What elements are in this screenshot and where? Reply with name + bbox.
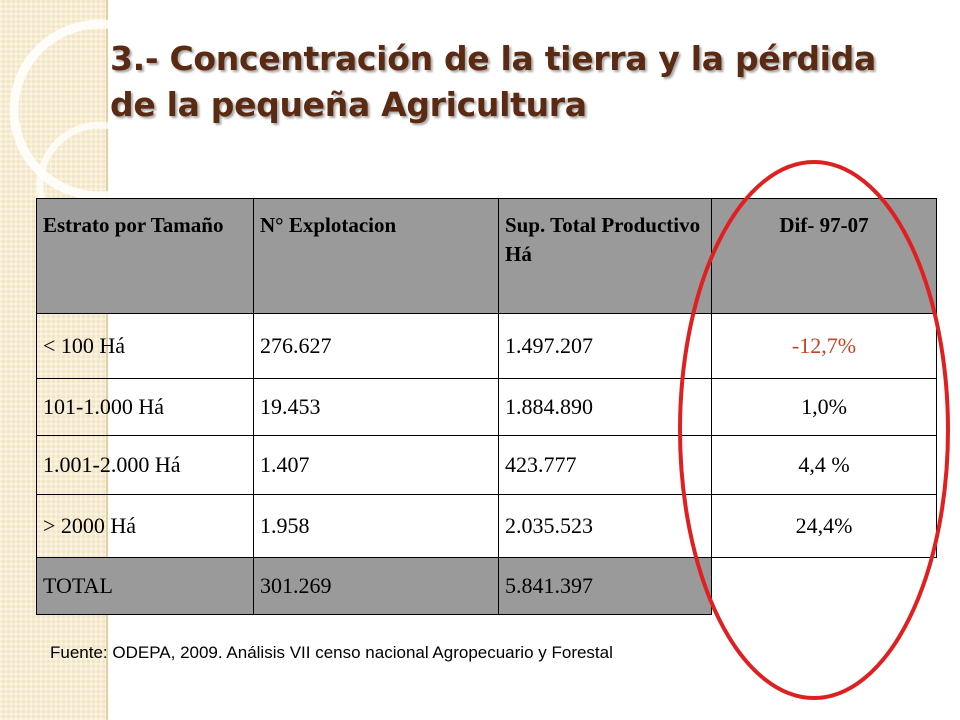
- land-concentration-table: Estrato por Tamaño N° Explotacion Sup. T…: [36, 198, 937, 615]
- table-header-row: Estrato por Tamaño N° Explotacion Sup. T…: [36, 198, 937, 314]
- header-superficie: Sup. Total Productivo Há: [498, 198, 712, 314]
- cell-total-superficie: 5.841.397: [498, 557, 712, 615]
- cell-estrato: > 2000 Há: [36, 494, 254, 558]
- table-row: 1.001-2.000 Há 1.407 423.777 4,4 %: [36, 435, 937, 495]
- cell-total-empty: [711, 557, 937, 615]
- cell-diferencia: 24,4%: [711, 494, 937, 558]
- cell-estrato: < 100 Há: [36, 313, 254, 379]
- cell-estrato: 101-1.000 Há: [36, 378, 254, 436]
- cell-superficie: 423.777: [498, 435, 712, 495]
- table-total-row: TOTAL 301.269 5.841.397: [36, 557, 937, 615]
- header-explotaciones: N° Explotacion: [253, 198, 499, 314]
- title-line-2: de la pequeña Agricultura: [110, 85, 587, 124]
- header-estrato: Estrato por Tamaño: [36, 198, 254, 314]
- cell-superficie: 2.035.523: [498, 494, 712, 558]
- cell-explotaciones: 276.627: [253, 313, 499, 379]
- cell-explotaciones: 1.407: [253, 435, 499, 495]
- title-line-1: 3.- Concentración de la tierra y la pérd…: [110, 39, 876, 78]
- page-title: 3.- Concentración de la tierra y la pérd…: [110, 36, 950, 128]
- table-row: < 100 Há 276.627 1.497.207 -12,7%: [36, 313, 937, 379]
- cell-total-label: TOTAL: [36, 557, 254, 615]
- cell-diferencia: -12,7%: [711, 313, 937, 379]
- cell-diferencia: 1,0%: [711, 378, 937, 436]
- cell-total-explotaciones: 301.269: [253, 557, 499, 615]
- cell-diferencia: 4,4 %: [711, 435, 937, 495]
- header-diferencia: Dif- 97-07: [711, 198, 937, 314]
- source-note: Fuente: ODEPA, 2009. Análisis VII censo …: [50, 643, 613, 662]
- table-row: > 2000 Há 1.958 2.035.523 24,4%: [36, 494, 937, 558]
- cell-estrato: 1.001-2.000 Há: [36, 435, 254, 495]
- cell-superficie: 1.884.890: [498, 378, 712, 436]
- cell-explotaciones: 19.453: [253, 378, 499, 436]
- cell-explotaciones: 1.958: [253, 494, 499, 558]
- table-row: 101-1.000 Há 19.453 1.884.890 1,0%: [36, 378, 937, 436]
- cell-superficie: 1.497.207: [498, 313, 712, 379]
